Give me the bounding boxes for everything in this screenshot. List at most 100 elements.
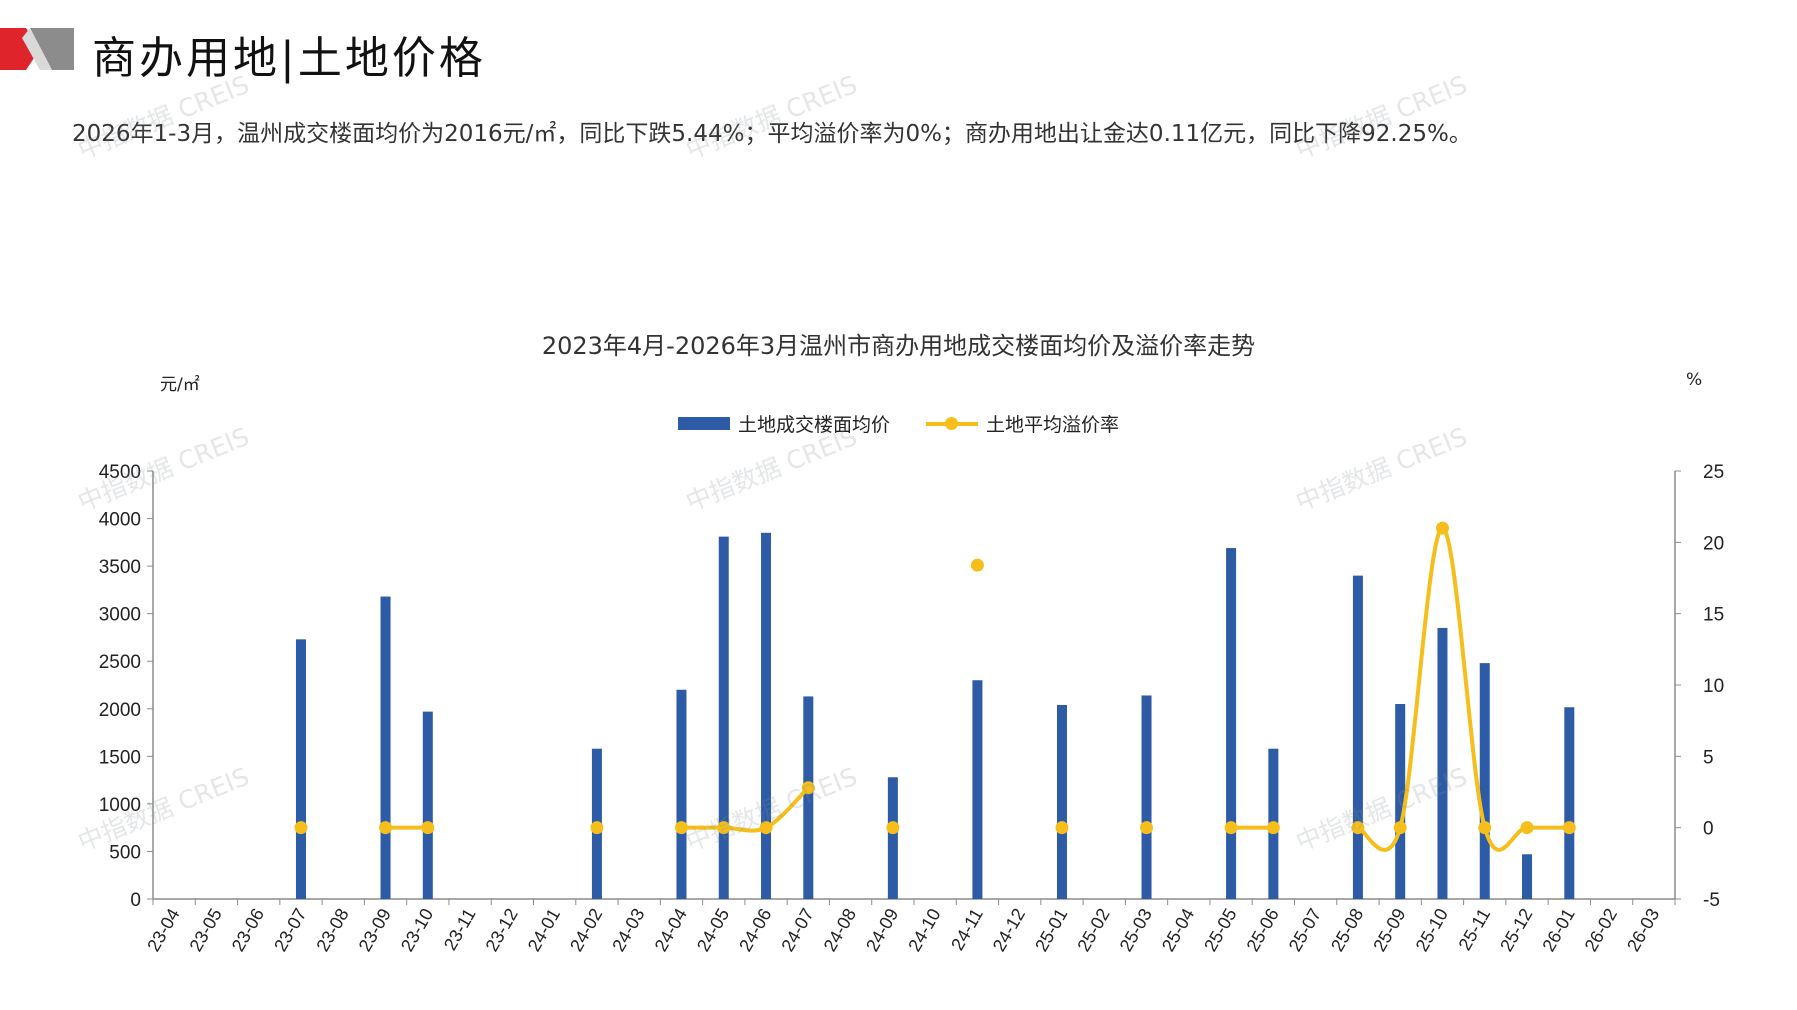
legend-label-premium: 土地平均溢价率	[986, 414, 1120, 436]
x-tick-label: 25-02	[1073, 905, 1113, 955]
premium-point	[886, 821, 900, 835]
legend-label-price: 土地成交楼面均价	[737, 414, 890, 436]
page-title: 商办用地|土地价格	[92, 33, 486, 84]
price-bar	[761, 532, 772, 899]
premium-point	[294, 821, 308, 835]
premium-point	[1393, 821, 1407, 835]
premium-point	[1351, 821, 1365, 835]
legend-item-price: 土地成交楼面均价	[677, 410, 890, 437]
x-tick-label: 24-11	[947, 905, 987, 954]
premium-point	[717, 821, 731, 835]
right-tick-label: 25	[1703, 462, 1724, 483]
x-tick-label: 25-09	[1369, 905, 1409, 955]
price-bar	[1141, 695, 1152, 899]
premium-point	[421, 821, 435, 835]
chart-title: 2023年4月-2026年3月温州市商办用地成交楼面均价及溢价率走势	[541, 332, 1256, 360]
x-tick-label: 25-03	[1116, 905, 1156, 955]
price-bar	[1056, 704, 1067, 899]
premium-point	[1520, 821, 1534, 835]
premium-point	[801, 781, 815, 795]
price-bar	[972, 680, 983, 899]
x-tick-label: 23-04	[143, 905, 183, 955]
left-tick-label: 3000	[99, 605, 141, 626]
price-bar	[295, 639, 306, 899]
price-bar	[1564, 707, 1575, 899]
x-tick-label: 24-01	[524, 905, 564, 955]
x-tick-label: 25-12	[1496, 905, 1536, 955]
premium-point	[1055, 821, 1069, 835]
premium-point	[1435, 521, 1449, 535]
price-bar	[676, 689, 687, 899]
premium-point	[970, 558, 984, 572]
chart-area: 2023年4月-2026年3月温州市商办用地成交楼面均价及溢价率走势 元/㎡ %…	[0, 300, 1797, 1010]
x-tick-label: 23-07	[270, 905, 310, 955]
brand-logo-mark	[0, 28, 74, 70]
premium-point	[379, 821, 393, 835]
logo-light-shape	[22, 28, 52, 70]
logo-gray-shape	[30, 28, 74, 70]
left-tick-label: 1000	[99, 795, 141, 816]
x-tick-label: 25-11	[1455, 905, 1495, 954]
x-tick-label: 24-08	[820, 905, 860, 955]
left-tick-label: 3500	[99, 557, 141, 578]
x-tick-label: 24-03	[608, 905, 648, 955]
price-bar	[1522, 854, 1533, 899]
price-bar	[1395, 704, 1406, 899]
premium-point	[1478, 821, 1492, 835]
left-axis-unit: 元/㎡	[160, 375, 200, 395]
x-tick-label: 23-12	[481, 905, 521, 955]
right-tick-label: 15	[1703, 605, 1724, 626]
price-bar	[887, 777, 898, 899]
x-tick-label: 23-08	[312, 905, 352, 955]
legend-line-swatch	[926, 417, 978, 430]
left-tick-label: 4000	[99, 510, 141, 531]
x-tick-label: 24-07	[777, 905, 817, 955]
price-bar	[1479, 663, 1490, 899]
price-bar	[1352, 575, 1363, 899]
price-bar	[718, 536, 729, 899]
x-tick-label: 24-10	[904, 905, 944, 955]
right-axis-unit: %	[1686, 370, 1703, 390]
price-bar	[380, 596, 391, 899]
left-tick-label: 0	[130, 890, 141, 911]
price-bar	[422, 711, 433, 899]
x-tick-label: 24-05	[693, 905, 733, 955]
chart-legend: 土地成交楼面均价 土地平均溢价率	[0, 410, 1797, 437]
x-tick-label: 25-10	[1412, 905, 1452, 955]
x-tick-label: 23-05	[186, 905, 226, 955]
premium-point	[1562, 821, 1576, 835]
left-tick-label: 2000	[99, 700, 141, 721]
summary-text: 2026年1-3月，温州成交楼面均价为2016元/㎡，同比下跌5.44%；平均溢…	[72, 121, 1472, 147]
x-tick-label: 25-01	[1031, 905, 1071, 955]
x-tick-label: 24-06	[735, 905, 775, 955]
x-tick-label: 25-05	[1200, 905, 1240, 955]
left-tick-label: 500	[109, 842, 141, 863]
premium-point	[674, 821, 688, 835]
premium-line	[1355, 526, 1572, 852]
chart-plot: 0 500 1000 1500 2000 2500 3000 3500 4000 4500 -5 0 5…	[99, 462, 1724, 955]
left-tick-label: 4500	[99, 462, 141, 483]
legend-bar-swatch	[677, 417, 730, 430]
premium-point	[1224, 821, 1238, 835]
right-tick-label: 10	[1703, 676, 1724, 697]
price-bar	[803, 696, 814, 899]
x-tick-label: 23-10	[397, 905, 437, 955]
x-tick-label: 25-06	[1242, 905, 1282, 955]
x-tick-label: 23-06	[228, 905, 268, 955]
x-tick-label: 23-09	[355, 905, 395, 955]
x-tick-label: 24-02	[566, 905, 606, 955]
premium-point	[590, 821, 604, 835]
price-bar	[1226, 548, 1237, 899]
premium-point	[1266, 821, 1280, 835]
x-tick-label: 25-04	[1158, 905, 1198, 955]
premium-point	[759, 821, 773, 835]
right-tick-label: -5	[1703, 890, 1720, 911]
legend-item-premium: 土地平均溢价率	[926, 410, 1119, 437]
x-tick-label: 25-07	[1285, 905, 1325, 955]
x-tick-label: 24-04	[651, 905, 691, 955]
x-tick-label: 24-09	[862, 905, 902, 955]
x-tick-label: 26-03	[1623, 905, 1663, 955]
right-tick-label: 20	[1703, 533, 1724, 554]
right-tick-label: 0	[1703, 819, 1714, 840]
x-tick-label: 25-08	[1327, 905, 1367, 955]
